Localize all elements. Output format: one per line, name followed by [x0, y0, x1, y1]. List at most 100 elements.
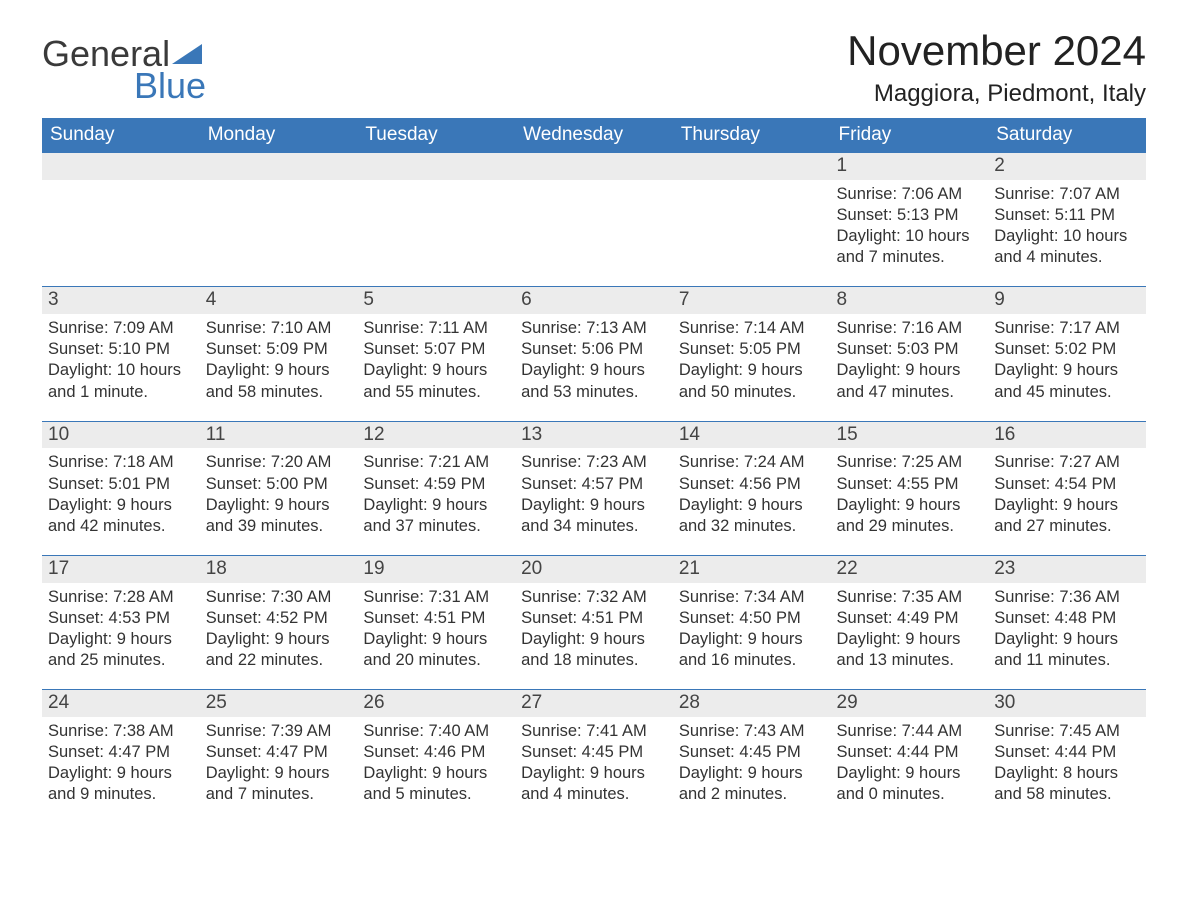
sunrise-line: Sunrise: 7:44 AM: [837, 721, 983, 742]
day-number: 4: [200, 287, 358, 314]
sunset-line: Sunset: 4:51 PM: [363, 608, 509, 629]
sunrise-line: Sunrise: 7:27 AM: [994, 452, 1140, 473]
day-details: Sunrise: 7:21 AMSunset: 4:59 PMDaylight:…: [357, 448, 515, 554]
calendar-day-cell: 23Sunrise: 7:36 AMSunset: 4:48 PMDayligh…: [988, 555, 1146, 689]
calendar-day-cell: [673, 153, 831, 287]
calendar-day-cell: 24Sunrise: 7:38 AMSunset: 4:47 PMDayligh…: [42, 690, 200, 824]
sunset-line: Sunset: 4:46 PM: [363, 742, 509, 763]
weekday-header: Thursday: [673, 118, 831, 153]
daylight-line: Daylight: 9 hours and 50 minutes.: [679, 360, 825, 402]
sunrise-line: Sunrise: 7:10 AM: [206, 318, 352, 339]
calendar-day-cell: 7Sunrise: 7:14 AMSunset: 5:05 PMDaylight…: [673, 287, 831, 421]
day-details: [357, 180, 515, 280]
daylight-line: Daylight: 9 hours and 18 minutes.: [521, 629, 667, 671]
weekday-header: Friday: [831, 118, 989, 153]
day-number: 24: [42, 690, 200, 717]
sunrise-line: Sunrise: 7:11 AM: [363, 318, 509, 339]
daylight-line: Daylight: 9 hours and 45 minutes.: [994, 360, 1140, 402]
calendar-day-cell: 8Sunrise: 7:16 AMSunset: 5:03 PMDaylight…: [831, 287, 989, 421]
sunrise-line: Sunrise: 7:14 AM: [679, 318, 825, 339]
calendar-day-cell: [357, 153, 515, 287]
day-number: [515, 153, 673, 180]
day-details: Sunrise: 7:34 AMSunset: 4:50 PMDaylight:…: [673, 583, 831, 689]
calendar-week-row: 24Sunrise: 7:38 AMSunset: 4:47 PMDayligh…: [42, 690, 1146, 824]
sunrise-line: Sunrise: 7:31 AM: [363, 587, 509, 608]
day-details: Sunrise: 7:11 AMSunset: 5:07 PMDaylight:…: [357, 314, 515, 420]
day-details: [42, 180, 200, 280]
weekday-header: Tuesday: [357, 118, 515, 153]
daylight-line: Daylight: 9 hours and 53 minutes.: [521, 360, 667, 402]
sunset-line: Sunset: 4:55 PM: [837, 474, 983, 495]
sunrise-line: Sunrise: 7:36 AM: [994, 587, 1140, 608]
sunset-line: Sunset: 4:47 PM: [48, 742, 194, 763]
sunrise-line: Sunrise: 7:30 AM: [206, 587, 352, 608]
sunrise-line: Sunrise: 7:45 AM: [994, 721, 1140, 742]
day-number: 2: [988, 153, 1146, 180]
brand-logo: General Blue: [42, 36, 206, 104]
day-number: 6: [515, 287, 673, 314]
day-number: 27: [515, 690, 673, 717]
calendar-header-row: Sunday Monday Tuesday Wednesday Thursday…: [42, 118, 1146, 153]
day-details: Sunrise: 7:27 AMSunset: 4:54 PMDaylight:…: [988, 448, 1146, 554]
day-details: Sunrise: 7:38 AMSunset: 4:47 PMDaylight:…: [42, 717, 200, 823]
calendar-day-cell: 30Sunrise: 7:45 AMSunset: 4:44 PMDayligh…: [988, 690, 1146, 824]
brand-logo-text: General Blue: [42, 36, 206, 104]
calendar-day-cell: 4Sunrise: 7:10 AMSunset: 5:09 PMDaylight…: [200, 287, 358, 421]
day-details: Sunrise: 7:24 AMSunset: 4:56 PMDaylight:…: [673, 448, 831, 554]
sunrise-line: Sunrise: 7:09 AM: [48, 318, 194, 339]
calendar-day-cell: 10Sunrise: 7:18 AMSunset: 5:01 PMDayligh…: [42, 421, 200, 555]
day-number: 3: [42, 287, 200, 314]
day-number: 28: [673, 690, 831, 717]
calendar-day-cell: 6Sunrise: 7:13 AMSunset: 5:06 PMDaylight…: [515, 287, 673, 421]
day-number: [200, 153, 358, 180]
sunrise-line: Sunrise: 7:41 AM: [521, 721, 667, 742]
sunset-line: Sunset: 4:52 PM: [206, 608, 352, 629]
daylight-line: Daylight: 9 hours and 42 minutes.: [48, 495, 194, 537]
daylight-line: Daylight: 9 hours and 9 minutes.: [48, 763, 194, 805]
calendar-day-cell: 20Sunrise: 7:32 AMSunset: 4:51 PMDayligh…: [515, 555, 673, 689]
sunrise-line: Sunrise: 7:25 AM: [837, 452, 983, 473]
sunrise-line: Sunrise: 7:38 AM: [48, 721, 194, 742]
sunset-line: Sunset: 4:59 PM: [363, 474, 509, 495]
day-number: 5: [357, 287, 515, 314]
sunset-line: Sunset: 4:44 PM: [994, 742, 1140, 763]
sunset-line: Sunset: 4:50 PM: [679, 608, 825, 629]
day-details: Sunrise: 7:10 AMSunset: 5:09 PMDaylight:…: [200, 314, 358, 420]
sunset-line: Sunset: 5:03 PM: [837, 339, 983, 360]
calendar-day-cell: 15Sunrise: 7:25 AMSunset: 4:55 PMDayligh…: [831, 421, 989, 555]
day-details: Sunrise: 7:07 AMSunset: 5:11 PMDaylight:…: [988, 180, 1146, 286]
calendar-day-cell: 26Sunrise: 7:40 AMSunset: 4:46 PMDayligh…: [357, 690, 515, 824]
daylight-line: Daylight: 9 hours and 39 minutes.: [206, 495, 352, 537]
calendar-day-cell: 18Sunrise: 7:30 AMSunset: 4:52 PMDayligh…: [200, 555, 358, 689]
calendar-day-cell: 22Sunrise: 7:35 AMSunset: 4:49 PMDayligh…: [831, 555, 989, 689]
daylight-line: Daylight: 9 hours and 55 minutes.: [363, 360, 509, 402]
sunrise-line: Sunrise: 7:35 AM: [837, 587, 983, 608]
daylight-line: Daylight: 9 hours and 37 minutes.: [363, 495, 509, 537]
day-number: 11: [200, 422, 358, 449]
sunset-line: Sunset: 5:00 PM: [206, 474, 352, 495]
daylight-line: Daylight: 9 hours and 25 minutes.: [48, 629, 194, 671]
sunrise-line: Sunrise: 7:21 AM: [363, 452, 509, 473]
day-number: 8: [831, 287, 989, 314]
daylight-line: Daylight: 10 hours and 7 minutes.: [837, 226, 983, 268]
sunset-line: Sunset: 4:45 PM: [679, 742, 825, 763]
calendar-week-row: 3Sunrise: 7:09 AMSunset: 5:10 PMDaylight…: [42, 287, 1146, 421]
sunset-line: Sunset: 5:09 PM: [206, 339, 352, 360]
day-number: 29: [831, 690, 989, 717]
calendar-day-cell: 25Sunrise: 7:39 AMSunset: 4:47 PMDayligh…: [200, 690, 358, 824]
sunset-line: Sunset: 4:56 PM: [679, 474, 825, 495]
calendar-day-cell: 27Sunrise: 7:41 AMSunset: 4:45 PMDayligh…: [515, 690, 673, 824]
daylight-line: Daylight: 9 hours and 5 minutes.: [363, 763, 509, 805]
day-details: Sunrise: 7:43 AMSunset: 4:45 PMDaylight:…: [673, 717, 831, 823]
daylight-line: Daylight: 9 hours and 16 minutes.: [679, 629, 825, 671]
day-number: 16: [988, 422, 1146, 449]
sunrise-line: Sunrise: 7:40 AM: [363, 721, 509, 742]
sunrise-line: Sunrise: 7:06 AM: [837, 184, 983, 205]
day-details: Sunrise: 7:25 AMSunset: 4:55 PMDaylight:…: [831, 448, 989, 554]
day-number: 23: [988, 556, 1146, 583]
calendar-week-row: 17Sunrise: 7:28 AMSunset: 4:53 PMDayligh…: [42, 555, 1146, 689]
day-details: Sunrise: 7:17 AMSunset: 5:02 PMDaylight:…: [988, 314, 1146, 420]
daylight-line: Daylight: 9 hours and 2 minutes.: [679, 763, 825, 805]
day-number: 14: [673, 422, 831, 449]
day-number: 19: [357, 556, 515, 583]
